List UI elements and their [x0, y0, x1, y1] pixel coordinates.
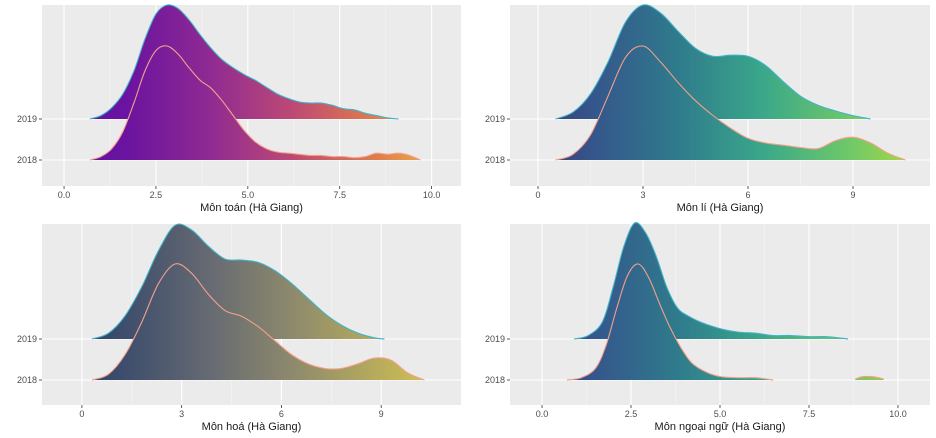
- x-tick-label: 7.5: [803, 409, 816, 419]
- chart-panel-3: 2018 2019 0 3 6 9 Môn hoá (Hà Giang): [17, 223, 461, 433]
- x-tick-label: 0.0: [58, 190, 71, 200]
- ridge-area-2018: [91, 263, 425, 380]
- y-tick-label: 2018: [17, 155, 37, 165]
- ridge-outline-2019: [555, 4, 871, 120]
- x-tick-label: 5.0: [714, 409, 727, 419]
- y-tick-label: 2019: [485, 334, 505, 344]
- x-tick-label: 10.0: [423, 190, 441, 200]
- ridge-outline-2019: [91, 223, 385, 340]
- y-tick-label: 2018: [485, 155, 505, 165]
- x-tick-label: 0: [535, 190, 540, 200]
- y-tick-label: 2019: [17, 114, 37, 124]
- x-tick-label: 2.5: [150, 190, 163, 200]
- x-tick-label: 5.0: [242, 190, 255, 200]
- x-axis-title: Môn toán (Hà Giang): [200, 202, 303, 214]
- x-tick-label: 3: [640, 190, 645, 200]
- x-tick-label: 9: [850, 190, 855, 200]
- x-tick-label: 7.5: [333, 190, 346, 200]
- x-tick-label: 6: [745, 190, 750, 200]
- y-tick-label: 2018: [485, 375, 505, 385]
- x-tick-label: 0: [79, 409, 84, 419]
- x-tick-label: 9: [379, 409, 384, 419]
- x-axis-title: Môn lí (Hà Giang): [677, 202, 764, 214]
- y-tick-label: 2019: [485, 114, 505, 124]
- chart-panel-1: 2018 2019 0.0 2.5 5.0 7.5 10.0 Môn toán (Hà Gia…: [17, 4, 461, 214]
- ridge-outline-2018: [91, 263, 425, 381]
- x-tick-label: 3: [179, 409, 184, 419]
- ridge-outline-2018: [89, 45, 421, 161]
- ridge-area-2018: [566, 263, 774, 380]
- ridge-outline-2018: [555, 45, 906, 161]
- ridge-area-2018: [555, 45, 906, 160]
- ridge-outline-2019: [573, 221, 849, 340]
- chart-panel-4: 2018 2019 0.0 2.5 5.0 7.5 10.0 Môn ngoại ngữ (H…: [485, 221, 930, 433]
- chart-panel-2: 2018 2019 0 3 6 9 Môn lí (Hà Giang): [485, 4, 930, 214]
- ridge-area-2018: [89, 45, 421, 160]
- y-tick-label: 2019: [17, 334, 37, 344]
- x-tick-label: 10.0: [889, 409, 907, 419]
- x-tick-label: 2.5: [625, 409, 638, 419]
- y-tick-label: 2018: [17, 375, 37, 385]
- ridge-outline-2018-tail: [855, 375, 884, 380]
- x-tick-label: 6: [279, 409, 284, 419]
- x-tick-label: 0.0: [536, 409, 549, 419]
- x-axis-title: Môn ngoại ngữ (Hà Giang): [655, 421, 786, 433]
- ridge-outline-2019: [89, 4, 399, 120]
- ridge-outline-2018: [566, 263, 774, 381]
- x-axis-title: Môn hoá (Hà Giang): [202, 421, 302, 433]
